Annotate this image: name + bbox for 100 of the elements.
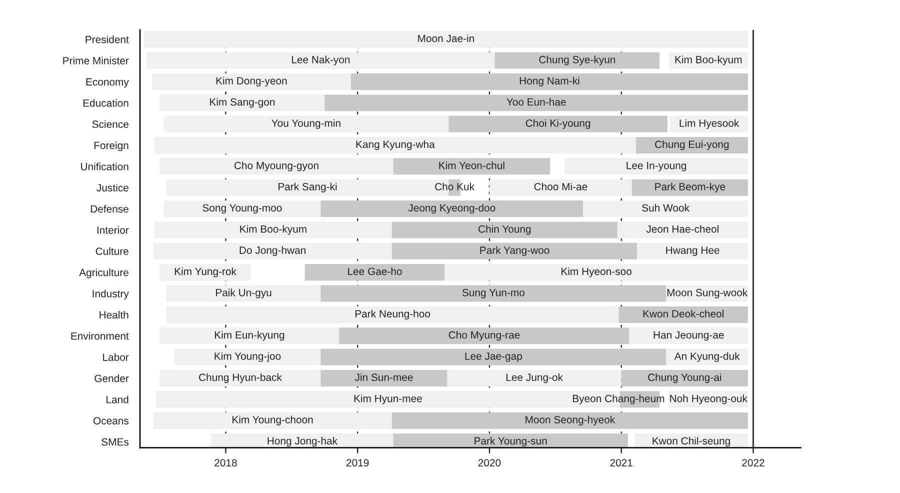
data-label: Kim Sang-gon [210,98,275,108]
data-label: Hong Nam-ki [520,76,580,87]
data-label: Kwon Chil-seung [652,436,730,447]
data-label: Park Yang-woo [480,246,550,256]
bar [339,328,630,344]
y-tick-label: Labor [103,353,129,361]
y-tick-label: Interior [97,226,129,234]
data-label: Kim Dong-yeon [216,76,287,87]
y-tick-label: Environment [71,332,129,340]
bar [617,222,748,238]
y-tick-label: Justice [96,184,128,192]
y-tick-label: Oceans [93,417,129,424]
y-tick-label: Culture [96,247,128,256]
data-label: Moon Jae-in [418,34,474,42]
data-label: Chung Sye-kyun [539,56,615,66]
data-label: Choi Ki-young [526,119,590,129]
bar [320,285,666,302]
data-label: Chung Young-ai [648,373,722,384]
y-tick-label: Land [106,396,128,404]
x-tick-label: 2020 [478,459,501,466]
bar [392,412,748,429]
bar [160,370,321,386]
data-label: Jeong Kyeong-doo [408,204,496,214]
bar [636,136,748,154]
data-label: Lim Hyesook [680,119,740,129]
bar [154,222,392,238]
bar [494,52,660,69]
bar [632,179,748,196]
y-tick-label: Defense [90,205,128,213]
data-label: Lee Gae-ho [348,267,402,276]
data-label: Lee Jae-gap [465,352,522,362]
data-label: Cho Kuk [435,182,475,190]
data-label: Lee Jung-ok [506,373,563,384]
data-label: Byeon Chang-heum [572,394,664,404]
data-label: Kim Hyun-mee [354,394,422,404]
bar [666,285,748,302]
bar [320,370,448,386]
bar [351,73,748,90]
y-tick-label: Science [92,120,128,128]
data-label: Cho Myung-rae [448,331,520,341]
y-tick-label: Education [83,99,128,107]
data-label: Park Beom-kye [655,182,726,192]
y-tick-label: SMEs [102,438,129,446]
y-tick-label: Economy [86,78,129,88]
data-label: Moon Seong-hyeok [526,416,616,426]
bar [444,264,748,281]
bar [583,200,748,218]
bar [324,94,748,112]
data-label: Cho Myoung-gyon [234,162,318,172]
y-tick-label: Industry [92,290,129,300]
data-label: Choo Mi-ae [534,182,588,190]
y-tick-label: Prime Minister [63,56,129,64]
data-label: Kim Yeon-chul [439,162,504,170]
bar [448,116,668,132]
data-label: Paik Un-gyu [216,288,272,298]
data-label: Kim Young-joo [214,352,281,362]
data-label: Park Young-sun [474,436,547,447]
data-label: Chung Eui-yong [655,140,729,150]
data-label: Song Young-moo [202,204,282,214]
data-label: Moon Sung-wook [667,288,748,298]
data-label: Hong Jong-hak [268,436,338,447]
data-label: Lee Nak-yon [292,56,350,66]
bar [166,285,321,302]
bar [166,306,619,323]
bar [154,136,636,154]
y-tick-label: Agriculture [79,268,128,278]
bar [146,52,495,69]
data-label: Lee In-young [626,162,686,172]
bar [160,328,340,344]
bar [160,264,251,281]
y-tick-label: Unification [81,162,128,170]
bar [304,264,445,281]
bar [164,200,321,218]
data-label: Park Neung-hoo [355,310,430,320]
data-label: Yoo Eun-hae [506,98,566,106]
data-label: Kim Yung-rok [174,267,236,278]
y-tick-label: Gender [94,374,129,382]
x-tick-label: 2018 [214,459,237,466]
bar [153,242,392,260]
data-label: Kwon Deok-cheol [643,310,724,318]
data-label: Chung Hyun-back [199,373,282,384]
bar [160,158,394,175]
data-label: Suh Wook [642,204,690,212]
data-label: Kim Hyeon-soo [562,267,632,278]
data-label: Kim Eun-kyung [214,331,284,341]
bar [152,73,351,90]
data-label: An Kyung-duk [674,352,740,362]
bar [666,348,748,366]
data-label: Hwang Hee [666,246,720,256]
x-tick-label: 2019 [346,459,369,466]
bar [629,328,748,344]
data-label: Kim Boo-kyum [240,225,306,235]
bar [164,116,449,132]
data-label: Jeon Hae-cheol [646,225,718,233]
data-label: Park Sang-ki [278,182,337,192]
data-label: Do Jong-hwan [240,246,306,256]
data-label: Kang Kyung-wha [356,140,435,150]
x-tick-label: 2021 [610,459,632,466]
data-label: You Young-min [272,119,340,129]
data-label: Kim Boo-kyum [675,56,742,66]
